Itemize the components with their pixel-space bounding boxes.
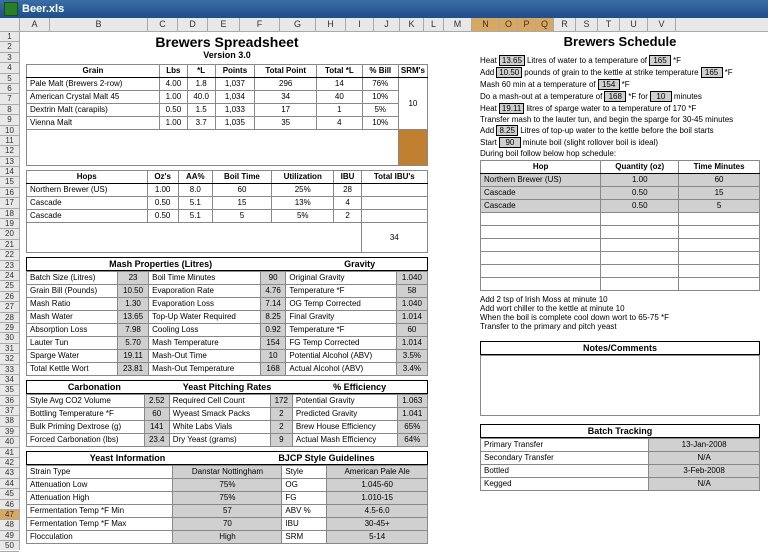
- notes-table: [480, 355, 760, 416]
- row-numbers: 1234567891011121314151617181920212223242…: [0, 32, 20, 550]
- grain-table: GrainLbs*LPointsTotal PointTotal *L% Bil…: [26, 64, 428, 166]
- hop-schedule-table: HopQuantity (oz)Time MinutesNorthern Bre…: [480, 160, 760, 291]
- batch-table: Primary Transfer13-Jan-2008Secondary Tra…: [480, 438, 760, 491]
- schedule: Heat 13.65 Litres of water to a temperat…: [480, 55, 760, 158]
- titlebar: Beer.xls: [0, 0, 768, 18]
- version: Version 3.0: [26, 50, 428, 60]
- schedule-heading: Brewers Schedule: [480, 34, 760, 49]
- column-headers: ABCDEFGHIJKLMNOPQRSTUV: [0, 18, 768, 32]
- window-title: Beer.xls: [22, 3, 64, 15]
- excel-icon: [4, 2, 18, 16]
- mash-table: Batch Size (Litres)23Boil Time Minutes90…: [26, 271, 428, 376]
- yeast-table: Strain TypeDanstar NottinghamStyleAmeric…: [26, 465, 428, 544]
- carb-table: Style Avg CO2 Volume2.52Required Cell Co…: [26, 394, 428, 447]
- main-heading: Brewers Spreadsheet: [26, 34, 428, 50]
- batch-header: Batch Tracking: [480, 424, 760, 438]
- notes-header: Notes/Comments: [480, 341, 760, 355]
- hops-table: HopsOz'sAA%Boil TimeUtilizationIBUTotal …: [26, 170, 428, 253]
